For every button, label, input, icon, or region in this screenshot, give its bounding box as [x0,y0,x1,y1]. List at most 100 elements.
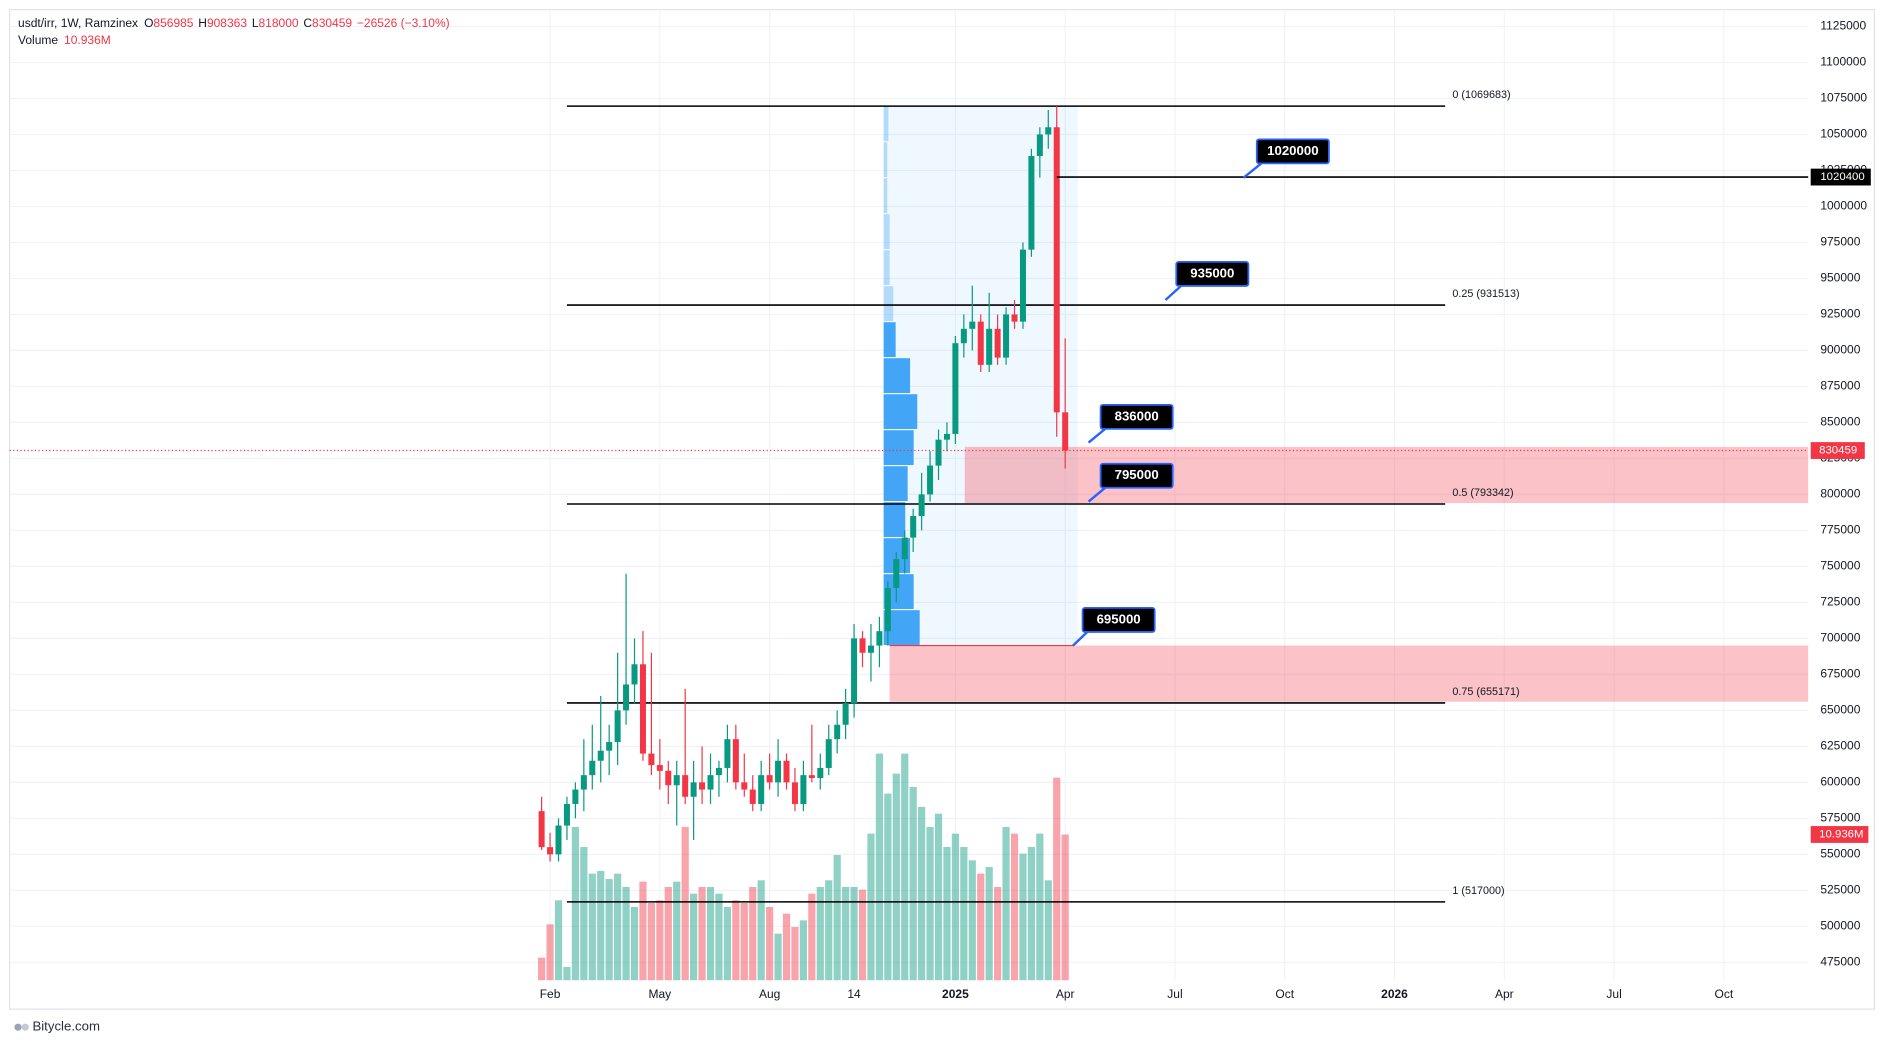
volume-bar [842,886,850,981]
profile-bar [883,394,918,430]
callout-arrow [1164,283,1184,301]
volume-bar [639,881,647,981]
volume-bar [1036,833,1044,981]
volume-bar [766,906,774,981]
ohlc-label: C [303,16,312,30]
volume-bar [977,873,985,981]
candle-body [783,760,790,783]
candle-body [1045,127,1052,135]
overlay: 475000 500000 525000 550000 575000 600000 6250… [540,19,1871,1001]
volume-bar [580,846,588,981]
candle-body [901,537,908,560]
volume-bar [1044,880,1052,981]
volume-bar [757,880,765,981]
callout-arrow [1072,629,1090,647]
callout-box [1255,138,1330,165]
volume-bar [690,893,698,981]
y-tick-label: 975000 [1820,235,1860,249]
fib-label: 1 (517000) [1452,885,1504,897]
volume-bar [732,900,740,981]
plot-area: 0 (1069683) 0.25 (931513) 0.5 (793342) 0.75… [9,89,1809,981]
profile-bar [883,214,890,250]
y-tick-label: 500000 [1820,919,1860,933]
y-tick-label: 925000 [1820,307,1860,321]
chart-border [9,9,1875,1010]
x-tick-label: Jul [1606,987,1621,1001]
volume-bar [850,886,858,981]
candle-body [800,775,807,804]
y-tick-label: 950000 [1820,271,1860,285]
profile-bar [883,250,890,286]
fib-label: 0.5 (793342) [1452,487,1513,499]
candle-body [893,559,900,588]
volume-bar [774,933,782,981]
watermark: Bitycle.com [32,1019,100,1034]
volume-bar [723,906,732,981]
candle-body [631,664,638,685]
candle-body [555,825,562,855]
price-tag-label: 1020400 [1820,171,1864,183]
candle-body [766,775,773,783]
volume-bar [968,860,976,981]
volume-bar [867,833,875,981]
x-tick-label: Apr [1056,987,1075,1001]
current-price-label: 830459 [1819,445,1857,457]
legend-header: usdt/irr, 1W, Ramzinex O856985 H908363 L818… [18,16,450,30]
volume-bar [782,913,791,981]
candle-body [732,739,739,783]
volume-bar [706,886,715,981]
volume-bar [816,886,824,981]
symbol: usdt/irr, 1W, Ramzinex [18,16,138,30]
candle-body [656,765,663,771]
y-tick-label: 700000 [1820,631,1860,645]
callout-box [1099,403,1174,430]
volume-bar [571,826,580,981]
candle-body [758,775,765,804]
x-tick-label: 14 [847,987,861,1001]
ohlc-value: 818000 [259,16,299,30]
candle-body [699,782,706,790]
candle-body [884,587,891,632]
callout-box [1081,606,1156,633]
x-tick-label: Oct [1715,987,1734,1001]
candle-body [673,775,680,786]
x-tick-label: Feb [540,987,561,1001]
volume-tag-label: 10.936M [1819,829,1863,841]
y-tick-label: 900000 [1820,343,1860,357]
candle-body [1028,156,1035,250]
candle-body [724,739,731,768]
y-tick-label: 875000 [1820,379,1860,393]
candle-body [791,782,798,804]
volume-bar [960,846,968,981]
candle-body [986,328,993,365]
callout-box [1175,261,1250,287]
profile-bar [883,502,906,537]
candle-body [859,638,866,653]
volume-bar [740,902,748,981]
volume-bar [546,924,554,981]
candle-body [580,775,587,790]
volume-name: Volume [18,33,58,47]
ohlc-value: 908363 [207,16,247,30]
candle-body [867,645,874,653]
volume-bar [909,786,917,981]
volume-bar [673,881,681,981]
watermark-icon [14,1023,29,1031]
callout-label: 836000 [1115,408,1159,423]
ohlc-label: L [252,16,259,30]
candle-body [960,328,967,344]
candle-body [952,343,959,434]
volume-bar [1027,846,1036,981]
profile-bar [883,142,888,178]
candle-body [623,684,630,711]
x-tick-label: May [649,987,672,1001]
volume-bar [1002,826,1010,981]
candle-body [690,782,697,797]
volume-value: 10.936M [64,33,111,47]
fib-label: 0.25 (931513) [1452,288,1519,300]
callout-label: 795000 [1115,467,1159,482]
y-tick-label: 750000 [1820,559,1860,573]
